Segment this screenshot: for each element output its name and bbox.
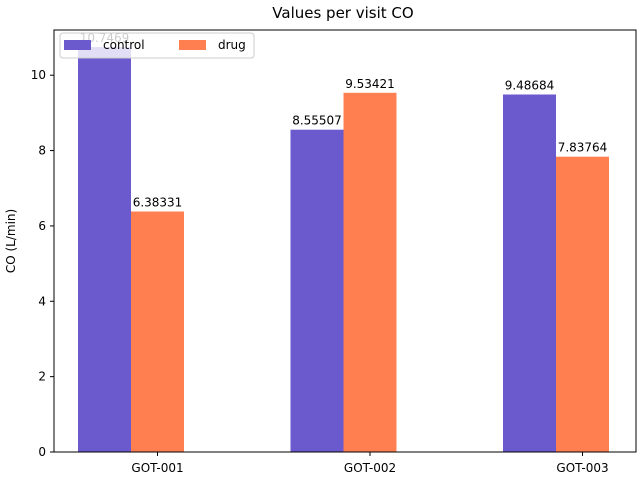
bar-value-label: 7.83764 (558, 141, 608, 155)
bar-drug-got-001 (131, 211, 184, 452)
bar-drug-got-002 (343, 92, 397, 453)
chart-title: Values per visit CO (272, 4, 413, 22)
y-tick-label: 2 (38, 370, 46, 384)
x-tick-label: GOT-003 (556, 461, 608, 475)
bar-control-got-003 (503, 94, 556, 452)
y-axis-label: CO (L/min) (4, 209, 18, 273)
bar-value-label: 9.53421 (345, 77, 395, 91)
legend-label-drug: drug (218, 38, 246, 52)
bar-value-label: 8.55507 (292, 114, 342, 128)
bar-control-got-001 (78, 47, 131, 452)
bar-value-label: 9.48684 (505, 79, 555, 93)
legend-swatch-drug (179, 40, 206, 50)
y-tick-label: 4 (38, 294, 46, 308)
y-tick-label: 8 (38, 144, 46, 158)
plot-area: 10.74698.555079.486846.383319.534217.837… (31, 29, 637, 475)
bar-control-got-002 (290, 129, 344, 452)
y-tick-label: 10 (31, 68, 46, 82)
bar-value-label: 6.38331 (133, 196, 183, 210)
legend-box (59, 32, 255, 59)
y-tick-label: 6 (38, 219, 46, 233)
legend-label-control: control (103, 38, 145, 52)
axes-frame (53, 29, 637, 453)
x-tick-label: GOT-001 (131, 461, 183, 475)
legend: control drug (59, 32, 255, 59)
bar-drug-got-003 (556, 156, 609, 452)
legend-swatch-control (64, 40, 91, 50)
y-tick-label: 0 (38, 445, 46, 459)
x-tick-label: GOT-002 (344, 461, 396, 475)
